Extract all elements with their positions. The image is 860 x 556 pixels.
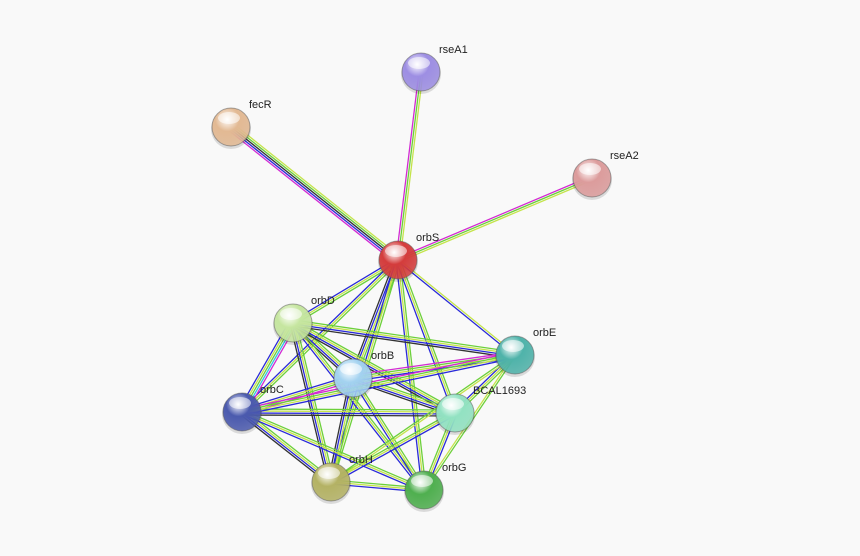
edge-line [292, 323, 455, 415]
node-label: orbD [311, 295, 335, 307]
node-highlight [385, 245, 407, 257]
edge-line [293, 319, 516, 353]
edge-line [399, 72, 424, 261]
node[interactable]: rseA2 [572, 150, 639, 200]
edge-line [291, 257, 398, 322]
node-highlight [229, 397, 251, 409]
edge-line [397, 259, 456, 414]
edge-line [289, 323, 329, 483]
node-label: rseA2 [610, 150, 639, 162]
edge-line [291, 323, 331, 483]
edge-line [231, 124, 400, 259]
node-label: orbC [260, 384, 284, 396]
edge-line [240, 258, 398, 412]
edge-line [240, 413, 424, 493]
edge-line [290, 323, 423, 492]
node[interactable]: orbB [333, 350, 394, 400]
edge-line [292, 259, 399, 324]
edge-line [241, 351, 515, 410]
node-highlight [408, 57, 430, 69]
edge-line [233, 123, 401, 258]
edge-line [240, 374, 353, 410]
node-highlight [318, 467, 340, 479]
node[interactable]: orbC [222, 384, 284, 434]
node[interactable]: orbH [311, 454, 373, 504]
edge-line [230, 126, 399, 261]
edge-line [293, 321, 456, 413]
edge-line [331, 355, 516, 484]
edge-line [241, 414, 455, 417]
node-label: BCAL1693 [473, 385, 526, 397]
edge-line [396, 260, 515, 357]
edge-line [241, 259, 399, 413]
node-label: rseA1 [439, 44, 468, 56]
edge-line [241, 412, 455, 415]
edge-line [397, 259, 425, 491]
edge-line [330, 412, 456, 483]
edge-line [329, 410, 455, 481]
edge-line [295, 322, 335, 482]
edge-line [241, 411, 425, 491]
edge-line [242, 357, 516, 416]
edge-line [242, 409, 426, 489]
node-highlight [579, 163, 601, 175]
node-label: orbH [349, 454, 373, 466]
node-highlight [411, 475, 433, 487]
node-highlight [442, 398, 464, 410]
node-highlight [218, 112, 240, 124]
node[interactable]: fecR [211, 99, 272, 149]
node[interactable]: orbE [495, 327, 556, 377]
edge-line [330, 353, 515, 482]
edge-line [397, 71, 422, 261]
edge-line [397, 177, 593, 261]
edge-line [352, 377, 425, 491]
edge-line [292, 325, 515, 359]
edge-line [352, 351, 515, 376]
node[interactable]: orbS [378, 232, 439, 282]
edge-line [350, 378, 423, 492]
edge-line [398, 258, 517, 355]
node[interactable]: rseA1 [401, 44, 468, 94]
edge-line [354, 376, 427, 490]
edge-line [293, 261, 400, 326]
nodes: rseA1 fecR rseA2 orbS orbD orbE orbB orbC BCAL16… [211, 44, 639, 512]
node-label: orbE [533, 327, 556, 339]
edge-line [293, 322, 333, 482]
edge-line [395, 260, 423, 491]
node[interactable]: orbG [404, 462, 466, 512]
edge-line [242, 410, 456, 413]
node-highlight [340, 363, 362, 375]
node-highlight [502, 340, 524, 352]
edge-line [294, 319, 457, 411]
edge-line [398, 179, 594, 263]
node[interactable]: BCAL1693 [435, 385, 526, 435]
edge-line [293, 321, 516, 355]
edge-line [292, 322, 425, 491]
edge-line [399, 259, 458, 413]
edge-line [241, 353, 515, 412]
node-label: fecR [249, 99, 272, 111]
edge-line [242, 408, 456, 411]
node[interactable]: orbD [273, 295, 335, 345]
node-label: orbB [371, 350, 394, 362]
edge-line [396, 175, 592, 259]
edge-line [395, 260, 454, 414]
edge-line [242, 355, 516, 414]
edge-line [395, 71, 420, 260]
edge-line [331, 414, 457, 485]
edge-line [228, 129, 396, 264]
edge-line [292, 323, 515, 357]
node-label: orbS [416, 232, 439, 244]
edge-line [229, 128, 398, 263]
node-highlight [280, 308, 302, 320]
node-label: orbG [442, 462, 466, 474]
